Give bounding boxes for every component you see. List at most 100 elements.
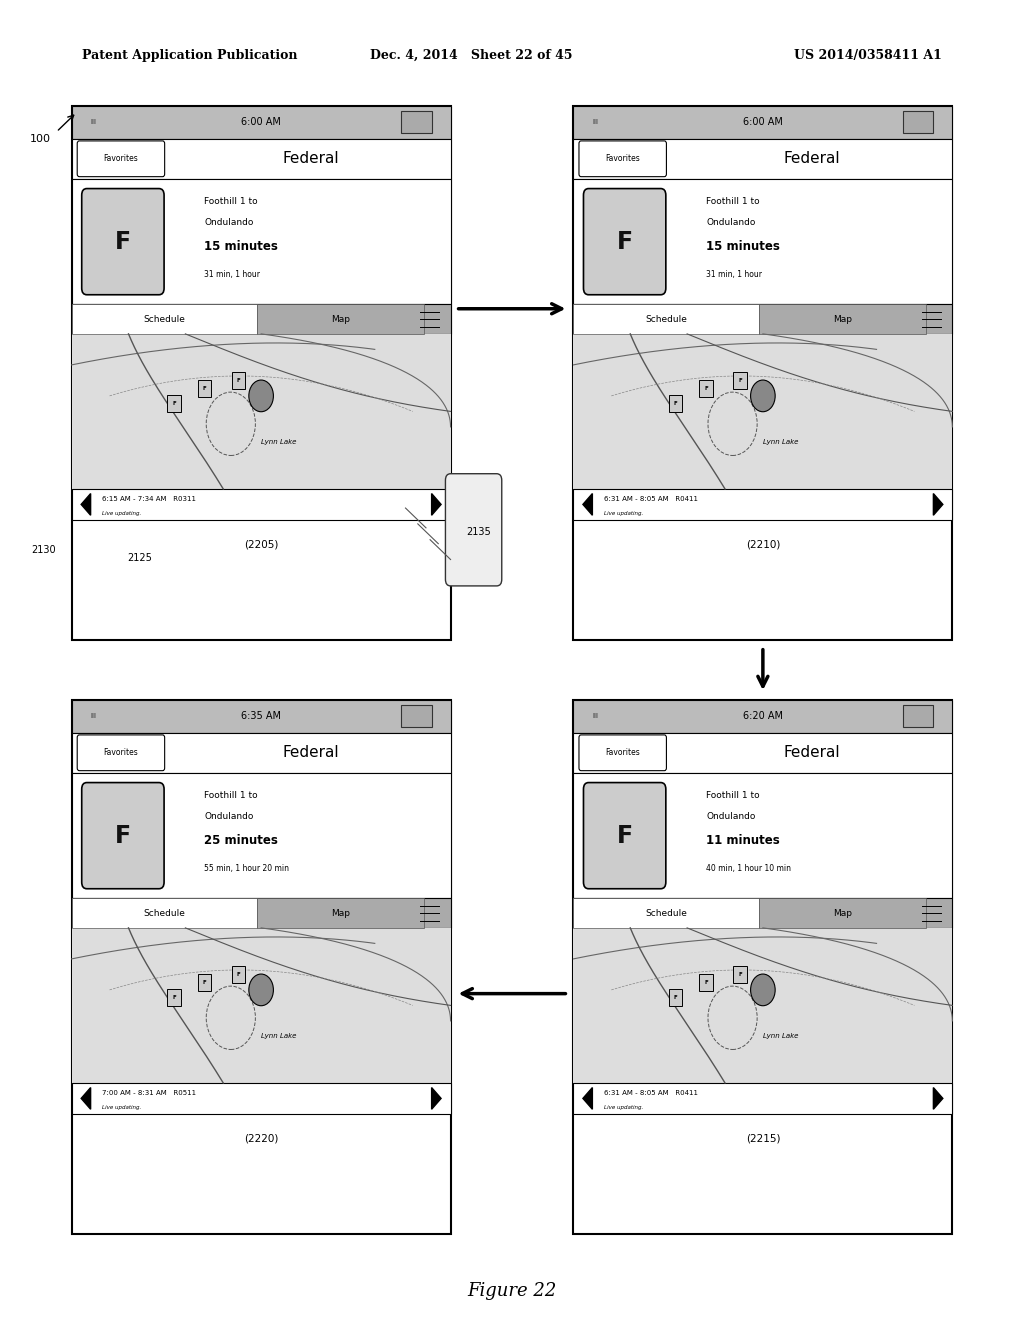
Polygon shape [81,494,90,515]
Text: F: F [172,995,176,1001]
FancyBboxPatch shape [77,141,165,177]
Text: 55 min, 1 hour 20 min: 55 min, 1 hour 20 min [205,863,290,873]
Text: F: F [705,385,708,391]
FancyBboxPatch shape [699,380,713,397]
Text: 25 minutes: 25 minutes [205,834,279,847]
Polygon shape [583,1088,592,1109]
Text: 40 min, 1 hour 10 min: 40 min, 1 hour 10 min [707,863,792,873]
Text: F: F [738,378,742,383]
FancyBboxPatch shape [72,1082,451,1114]
Text: F: F [203,979,206,985]
FancyBboxPatch shape [573,1082,952,1114]
FancyBboxPatch shape [72,305,451,334]
FancyBboxPatch shape [573,106,952,139]
Text: Schedule: Schedule [143,908,185,917]
Polygon shape [934,494,943,515]
Text: F: F [115,824,131,847]
FancyBboxPatch shape [401,705,432,727]
FancyBboxPatch shape [573,139,952,178]
FancyBboxPatch shape [573,700,952,733]
FancyBboxPatch shape [573,106,952,640]
Text: Schedule: Schedule [143,314,185,323]
FancyBboxPatch shape [573,305,759,334]
Text: Foothill 1 to: Foothill 1 to [205,197,258,206]
FancyBboxPatch shape [257,305,424,334]
FancyBboxPatch shape [573,178,952,305]
FancyBboxPatch shape [445,474,502,586]
Text: Foothill 1 to: Foothill 1 to [707,197,760,206]
FancyBboxPatch shape [72,305,257,334]
Text: Ondulando: Ondulando [205,812,254,821]
FancyBboxPatch shape [573,700,952,1234]
Text: US 2014/0358411 A1: US 2014/0358411 A1 [795,49,942,62]
Text: Figure 22: Figure 22 [467,1282,557,1300]
FancyBboxPatch shape [72,899,451,928]
Text: 2130: 2130 [32,545,56,556]
FancyBboxPatch shape [579,735,667,771]
Text: 15 minutes: 15 minutes [707,240,780,253]
Text: Favorites: Favorites [103,154,138,164]
FancyBboxPatch shape [579,141,667,177]
Text: Live updating.: Live updating. [604,1105,643,1110]
FancyBboxPatch shape [257,899,424,928]
Text: Lynn Lake: Lynn Lake [261,440,297,445]
Text: Map: Map [331,314,350,323]
FancyBboxPatch shape [573,899,952,928]
FancyBboxPatch shape [72,928,451,1082]
FancyBboxPatch shape [72,488,451,520]
Text: F: F [203,385,206,391]
Text: Federal: Federal [282,746,339,760]
FancyBboxPatch shape [82,783,164,888]
Text: Live updating.: Live updating. [102,1105,141,1110]
Text: 11 minutes: 11 minutes [707,834,780,847]
Text: 6:31 AM - 8:05 AM   R0411: 6:31 AM - 8:05 AM R0411 [604,1090,697,1096]
Text: F: F [705,979,708,985]
Polygon shape [583,494,592,515]
Polygon shape [432,494,441,515]
Text: 15 minutes: 15 minutes [205,240,279,253]
FancyBboxPatch shape [699,974,713,991]
FancyBboxPatch shape [573,334,952,488]
Text: Federal: Federal [282,152,339,166]
FancyBboxPatch shape [72,899,257,928]
FancyBboxPatch shape [72,106,451,139]
FancyBboxPatch shape [584,189,666,294]
Text: 2135: 2135 [466,527,490,536]
Text: Schedule: Schedule [645,908,687,917]
Text: 31 min, 1 hour: 31 min, 1 hour [707,269,762,279]
Circle shape [249,974,273,1006]
FancyBboxPatch shape [198,974,211,991]
Text: Patent Application Publication: Patent Application Publication [82,49,297,62]
Text: lll: lll [592,713,598,719]
Text: lll: lll [91,713,96,719]
Text: (2215): (2215) [745,1134,780,1143]
Text: F: F [616,230,633,253]
Text: Dec. 4, 2014   Sheet 22 of 45: Dec. 4, 2014 Sheet 22 of 45 [370,49,572,62]
Text: (2205): (2205) [244,540,279,549]
Polygon shape [81,1088,90,1109]
Text: Favorites: Favorites [605,154,640,164]
Text: F: F [674,401,678,407]
Text: 31 min, 1 hour: 31 min, 1 hour [205,269,260,279]
Text: Federal: Federal [783,152,841,166]
Text: Favorites: Favorites [605,748,640,758]
Circle shape [751,380,775,412]
Text: 7:00 AM - 8:31 AM   R0511: 7:00 AM - 8:31 AM R0511 [102,1090,197,1096]
Text: Ondulando: Ondulando [707,218,756,227]
Text: 6:00 AM: 6:00 AM [242,117,281,127]
FancyBboxPatch shape [733,372,746,389]
FancyBboxPatch shape [573,733,952,772]
Text: F: F [738,972,742,977]
FancyBboxPatch shape [733,966,746,983]
FancyBboxPatch shape [72,700,451,733]
Text: Live updating.: Live updating. [102,511,141,516]
FancyBboxPatch shape [167,395,180,412]
Polygon shape [432,1088,441,1109]
Text: F: F [115,230,131,253]
FancyBboxPatch shape [573,488,952,520]
FancyBboxPatch shape [401,111,432,133]
FancyBboxPatch shape [72,772,451,899]
Text: 6:15 AM - 7:34 AM   R0311: 6:15 AM - 7:34 AM R0311 [102,496,196,502]
FancyBboxPatch shape [82,189,164,294]
Text: lll: lll [592,119,598,125]
